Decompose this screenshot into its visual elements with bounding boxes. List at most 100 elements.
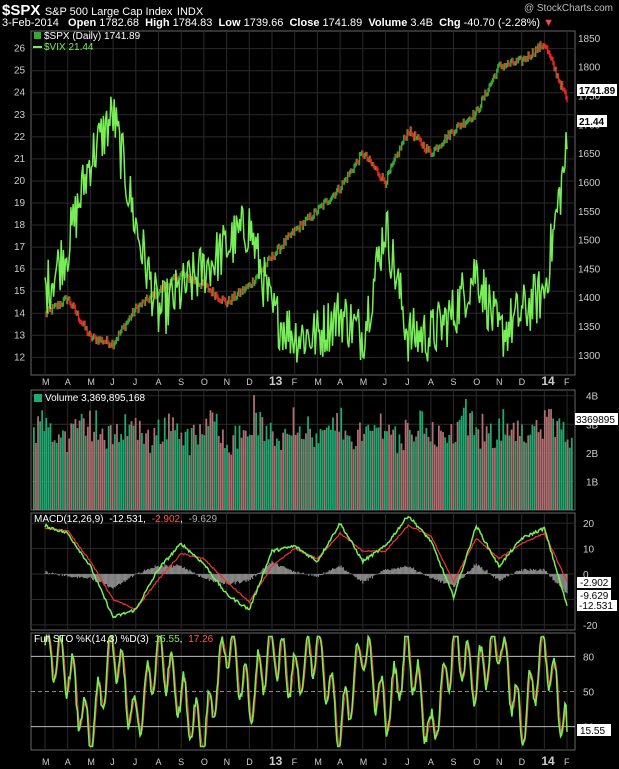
vix-axis-tick: 13 [14, 330, 26, 341]
volume-bar [305, 433, 307, 510]
month-tick-label: J [382, 377, 387, 387]
month-tick-label: F [292, 377, 298, 387]
volume-bar [232, 435, 235, 510]
vix-axis-tick: 18 [14, 220, 26, 231]
volume-bar [91, 441, 93, 510]
macd-legend-title: MACD(12,26,9) [34, 514, 103, 525]
volume-bar [280, 449, 282, 510]
vix-line [44, 96, 568, 363]
volume-bar [211, 412, 214, 510]
month-tick-label: J [110, 377, 115, 387]
month-tick-label: F [564, 757, 570, 767]
volume-bar [163, 417, 166, 510]
volume-bar [80, 413, 83, 510]
close-label: Close [289, 17, 320, 29]
volume-bar [408, 429, 411, 510]
macd-line-tag-text: -12.531 [579, 601, 613, 612]
vix-axis-tick: 15 [14, 286, 26, 297]
volume-bar [76, 428, 79, 510]
volume-bar [458, 419, 461, 510]
volume-bar [149, 453, 152, 510]
volume-bar [122, 439, 125, 510]
volume-bar [396, 453, 399, 510]
volume-bar [404, 419, 407, 510]
volume-bar [388, 424, 390, 510]
volume-bar [386, 431, 388, 510]
month-tick-label: F [564, 377, 570, 387]
volume-bar [359, 422, 361, 510]
volume-bar [103, 439, 106, 510]
volume-bar [95, 410, 98, 510]
volume-bar [415, 436, 417, 510]
volume-bar [157, 419, 160, 510]
volume-bar [525, 442, 527, 510]
volume-bar [354, 445, 357, 510]
volume-bar [215, 413, 218, 510]
volume-bar [510, 429, 513, 510]
volume-bar [33, 427, 35, 510]
last-value-tags: 1741.89 21.44 3369895 -2.902 -9.629 -12.… [575, 84, 618, 737]
volume-bar [253, 395, 255, 510]
spx-axis-tick: 1400 [578, 293, 601, 304]
month-tick-label: O [473, 377, 480, 387]
panel-frame-macd [30, 512, 576, 631]
volume-bar [336, 413, 338, 510]
macd-axis-tick: 20 [583, 519, 595, 530]
month-tick-label: D [246, 377, 253, 387]
volume-bar [352, 449, 355, 510]
month-tick-label: M [87, 757, 95, 767]
volume-label: Volume [368, 17, 408, 29]
volume-bar [230, 454, 233, 510]
volume-bar [284, 428, 287, 510]
volume-bar [435, 446, 438, 510]
volume-bar [427, 436, 430, 510]
svg-text:MACD(12,26,9) -12.531,: MACD(12,26,9) -12.531, -2.902, -9.629 [34, 514, 217, 525]
macd-signal-tag [577, 577, 611, 588]
volume-bar [334, 430, 336, 510]
volume-last-tag [575, 413, 618, 425]
month-tick-label: D [519, 757, 526, 767]
volume-bar [429, 441, 432, 510]
volume-bar [251, 434, 253, 510]
volume-bar [261, 417, 264, 510]
volume-bar [170, 430, 172, 510]
volume-bar [199, 424, 201, 510]
volume-bar [438, 425, 440, 510]
volume-bar [99, 434, 102, 510]
volume-bar [145, 433, 147, 510]
volume-bar [290, 435, 293, 510]
sto-d-line [44, 635, 568, 748]
volume-bar [78, 420, 81, 510]
volume-bar [47, 427, 50, 510]
volume-bar [550, 409, 552, 510]
sto-legend: Full STO %K(14,3) %D(3) 15.55, 17.26 [34, 634, 214, 645]
volume-bar [62, 430, 64, 510]
spx-axis-tick: 1550 [578, 207, 601, 218]
month-tick-label: M [314, 757, 322, 767]
month-tick-label: M [42, 377, 50, 387]
month-tick-label: J [110, 757, 115, 767]
volume-bar [168, 413, 170, 510]
month-tick-label: F [292, 757, 298, 767]
volume-bar [72, 423, 75, 510]
exchange: INDX [176, 6, 204, 18]
month-tick-label: J [405, 757, 410, 767]
chg-label: Chg [439, 17, 461, 29]
high-value: 1784.83 [172, 17, 213, 29]
volume-bar [423, 433, 426, 510]
volume-bar [296, 432, 299, 510]
volume-bar [481, 413, 484, 510]
volume-bar [87, 426, 89, 510]
volume-bar [527, 435, 530, 510]
volume-bar [97, 439, 100, 510]
month-tick-label: A [428, 757, 434, 767]
volume-bar [303, 439, 305, 510]
spx-axis-tick: 1300 [578, 351, 601, 362]
volume-bar [188, 455, 191, 510]
volume-bar [500, 440, 503, 510]
volume-bar [419, 410, 422, 510]
volume-bar [338, 431, 341, 510]
macd-legend-value1: -12.531 [109, 514, 143, 525]
volume-bar [406, 423, 409, 510]
volume-bar [566, 439, 569, 510]
